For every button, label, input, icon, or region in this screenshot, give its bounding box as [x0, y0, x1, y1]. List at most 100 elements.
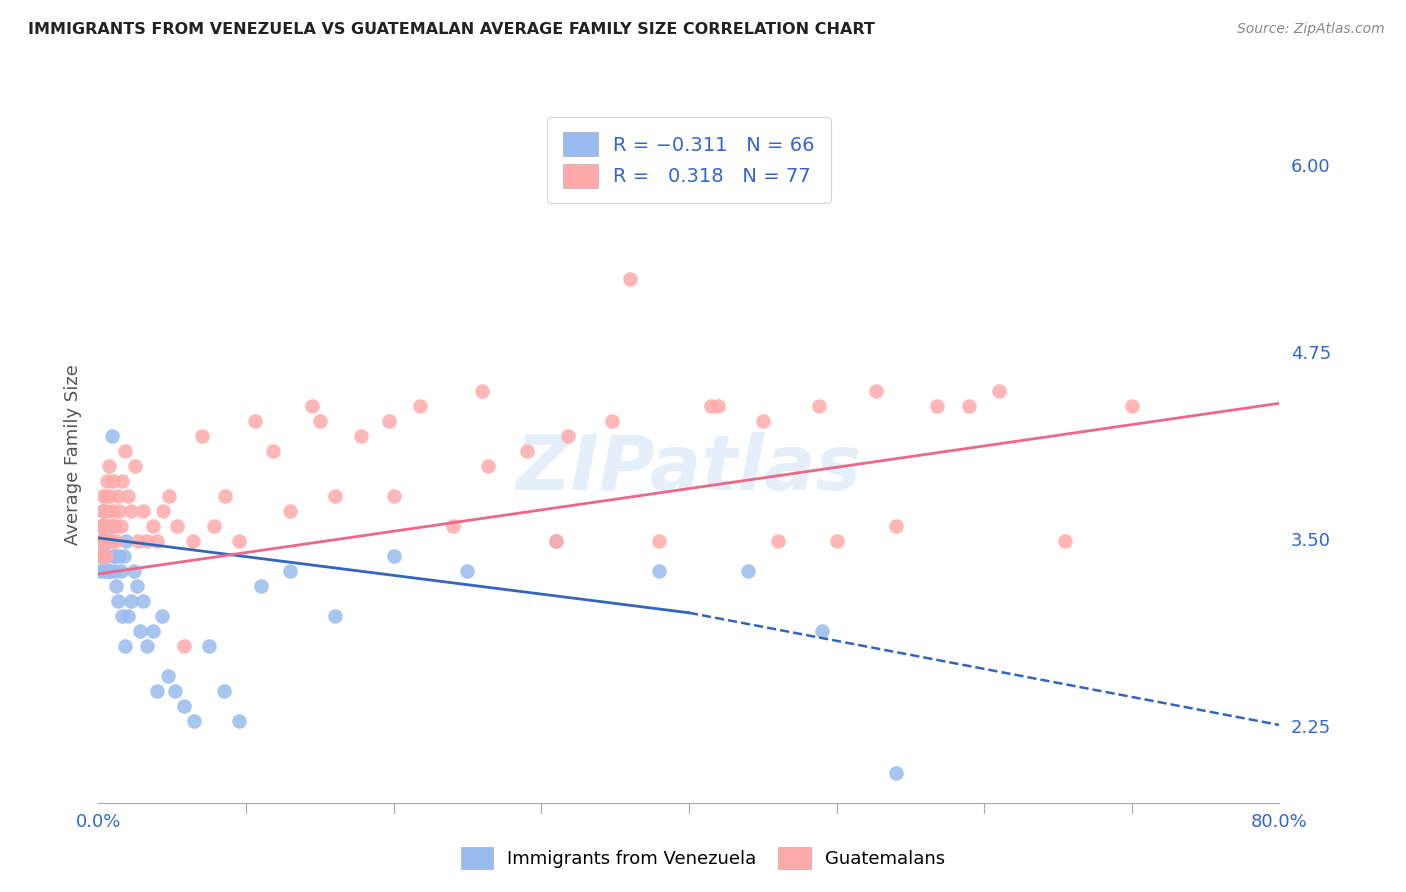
Point	[122, 564, 145, 578]
Point	[120, 594, 142, 608]
Point	[1121, 399, 1143, 413]
Point	[108, 504, 131, 518]
Point	[90, 533, 112, 548]
Point	[810, 624, 832, 638]
Point	[737, 564, 759, 578]
Point	[707, 399, 730, 413]
Point	[202, 519, 225, 533]
Point	[323, 489, 346, 503]
Point	[96, 474, 118, 488]
Point	[94, 533, 117, 548]
Point	[127, 533, 149, 548]
Point	[94, 533, 117, 548]
Legend: Immigrants from Venezuela, Guatemalans: Immigrants from Venezuela, Guatemalans	[451, 838, 955, 879]
Point	[117, 489, 139, 503]
Point	[865, 384, 887, 399]
Point	[146, 683, 169, 698]
Point	[111, 608, 134, 623]
Point	[90, 519, 112, 533]
Point	[94, 519, 117, 533]
Point	[156, 668, 179, 682]
Point	[91, 489, 114, 503]
Point	[104, 549, 127, 563]
Point	[619, 272, 641, 286]
Point	[142, 624, 165, 638]
Point	[93, 519, 115, 533]
Point	[103, 504, 125, 518]
Point	[212, 683, 235, 698]
Point	[98, 533, 121, 548]
Point	[96, 564, 118, 578]
Point	[557, 429, 579, 443]
Point	[89, 549, 111, 563]
Point	[648, 533, 671, 548]
Point	[98, 519, 121, 533]
Point	[112, 549, 135, 563]
Point	[1054, 533, 1077, 548]
Point	[183, 714, 205, 728]
Point	[825, 533, 848, 548]
Point	[250, 579, 273, 593]
Point	[125, 579, 148, 593]
Point	[89, 564, 111, 578]
Point	[150, 608, 173, 623]
Point	[103, 519, 125, 533]
Point	[884, 519, 907, 533]
Text: IMMIGRANTS FROM VENEZUELA VS GUATEMALAN AVERAGE FAMILY SIZE CORRELATION CHART: IMMIGRANTS FROM VENEZUELA VS GUATEMALAN …	[28, 22, 875, 37]
Point	[98, 489, 121, 503]
Point	[111, 474, 134, 488]
Point	[262, 444, 284, 458]
Point	[98, 564, 121, 578]
Point	[90, 519, 112, 533]
Point	[94, 549, 117, 563]
Point	[456, 564, 478, 578]
Point	[104, 519, 127, 533]
Point	[93, 564, 115, 578]
Point	[228, 714, 250, 728]
Point	[382, 549, 405, 563]
Point	[309, 414, 332, 428]
Point	[700, 399, 723, 413]
Point	[93, 533, 115, 548]
Point	[100, 429, 122, 443]
Point	[278, 504, 302, 518]
Point	[142, 519, 165, 533]
Point	[94, 533, 117, 548]
Text: 2.25: 2.25	[1291, 719, 1331, 737]
Point	[441, 519, 464, 533]
Point	[94, 549, 117, 563]
Text: Source: ZipAtlas.com: Source: ZipAtlas.com	[1237, 22, 1385, 37]
Point	[114, 639, 136, 653]
Point	[166, 519, 188, 533]
Point	[515, 444, 537, 458]
Point	[96, 504, 118, 518]
Text: 4.75: 4.75	[1291, 345, 1331, 363]
Point	[959, 399, 981, 413]
Point	[136, 533, 159, 548]
Point	[471, 384, 494, 399]
Point	[110, 519, 132, 533]
Point	[100, 519, 122, 533]
Point	[173, 639, 195, 653]
Text: 3.50: 3.50	[1291, 532, 1330, 550]
Point	[108, 549, 131, 563]
Point	[97, 533, 120, 548]
Point	[157, 489, 180, 503]
Point	[104, 564, 127, 578]
Point	[89, 533, 111, 548]
Point	[91, 533, 114, 548]
Point	[96, 549, 118, 563]
Point	[477, 459, 499, 474]
Point	[243, 414, 266, 428]
Point	[91, 519, 114, 533]
Point	[350, 429, 373, 443]
Point	[884, 765, 907, 780]
Text: ZIPatlas: ZIPatlas	[516, 432, 862, 506]
Point	[89, 549, 111, 563]
Point	[100, 533, 122, 548]
Point	[124, 459, 146, 474]
Point	[409, 399, 432, 413]
Point	[766, 533, 789, 548]
Point	[94, 489, 117, 503]
Point	[165, 683, 187, 698]
